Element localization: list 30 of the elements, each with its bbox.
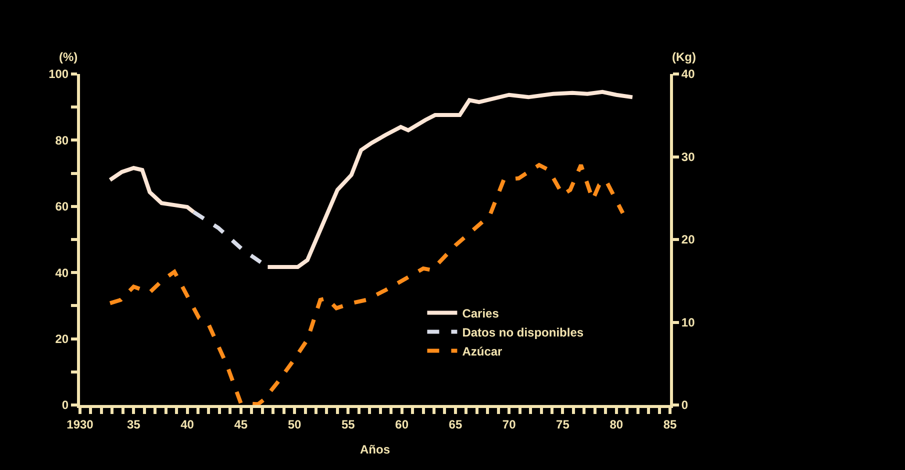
- x-tick-label: 50: [288, 417, 302, 432]
- y-tick-label: 100: [48, 67, 69, 82]
- x-tick-label: 45: [234, 417, 248, 432]
- x-tick-label: 65: [448, 417, 462, 432]
- y-tick-label: 60: [55, 200, 69, 214]
- y-tick-label: 40: [55, 266, 69, 280]
- y-tick-label: 80: [55, 133, 69, 148]
- y2-tick-label: 0: [681, 398, 688, 412]
- x-tick-label: 80: [610, 417, 624, 432]
- y-axis-title: (%): [59, 50, 78, 64]
- y2-axis-title: (Kg): [672, 50, 696, 64]
- line-series: [108, 163, 625, 405]
- x-tick-label: 85: [663, 417, 677, 432]
- y2-tick-label: 30: [681, 150, 696, 164]
- x-tick-label: 1930: [66, 417, 94, 432]
- legend-label: Azúcar: [462, 344, 503, 358]
- y2-tick-label: 10: [681, 315, 696, 330]
- y-tick-label: 0: [62, 398, 69, 412]
- x-tick-label: 55: [342, 417, 356, 432]
- x-axis-title: Años: [360, 442, 390, 456]
- y2-tick-label: 40: [681, 67, 696, 82]
- y-tick-label: 20: [55, 332, 69, 346]
- x-tick-label: 40: [180, 417, 194, 432]
- x-tick-label: 60: [395, 417, 409, 432]
- legend-label: Datos no disponibles: [462, 325, 584, 340]
- y2-tick-label: 20: [681, 232, 696, 247]
- legend-label: Caries: [462, 306, 500, 320]
- x-tick-label: 75: [556, 417, 570, 432]
- x-tick-label: 70: [502, 417, 516, 432]
- x-tick-label: 35: [126, 417, 141, 432]
